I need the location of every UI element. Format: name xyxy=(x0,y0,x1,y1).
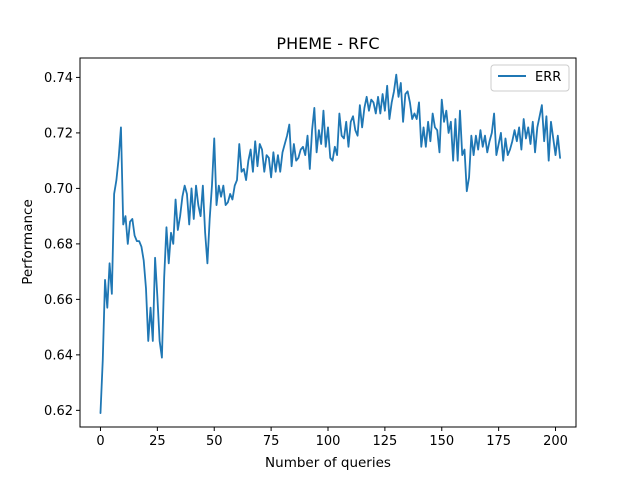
series-layer xyxy=(99,73,561,415)
legend-box xyxy=(490,64,570,92)
y-axis: 0.62 0.64 0.66 0.68 0.70 0.72 0.74 xyxy=(44,71,80,419)
x-tick-label: 175 xyxy=(486,434,511,449)
y-tick-label: 0.74 xyxy=(44,71,73,86)
chart-title: PHEME - RFC xyxy=(276,34,379,53)
y-tick-label: 0.62 xyxy=(44,404,73,419)
y-tick-label: 0.66 xyxy=(44,293,73,308)
x-tick-label: 75 xyxy=(263,434,280,449)
x-axis-label: Number of queries xyxy=(265,455,391,471)
y-tick-label: 0.68 xyxy=(44,237,73,252)
x-tick-label: 200 xyxy=(543,434,568,449)
y-tick-label: 0.64 xyxy=(44,348,73,363)
y-axis-label: Performance xyxy=(20,199,36,285)
x-tick-label: 25 xyxy=(149,434,166,449)
y-tick-label: 0.70 xyxy=(44,182,73,197)
series-line-err xyxy=(99,73,561,415)
x-tick-label: 50 xyxy=(206,434,223,449)
x-tick-label: 0 xyxy=(96,434,104,449)
x-tick-label: 150 xyxy=(429,434,454,449)
legend-label-err: ERR xyxy=(535,70,561,85)
x-tick-label: 100 xyxy=(316,434,341,449)
x-axis: 0 25 50 75 100 125 150 175 200 xyxy=(96,427,568,449)
y-tick-label: 0.72 xyxy=(44,126,73,141)
x-tick-label: 125 xyxy=(372,434,397,449)
legend: ERR xyxy=(490,64,570,92)
